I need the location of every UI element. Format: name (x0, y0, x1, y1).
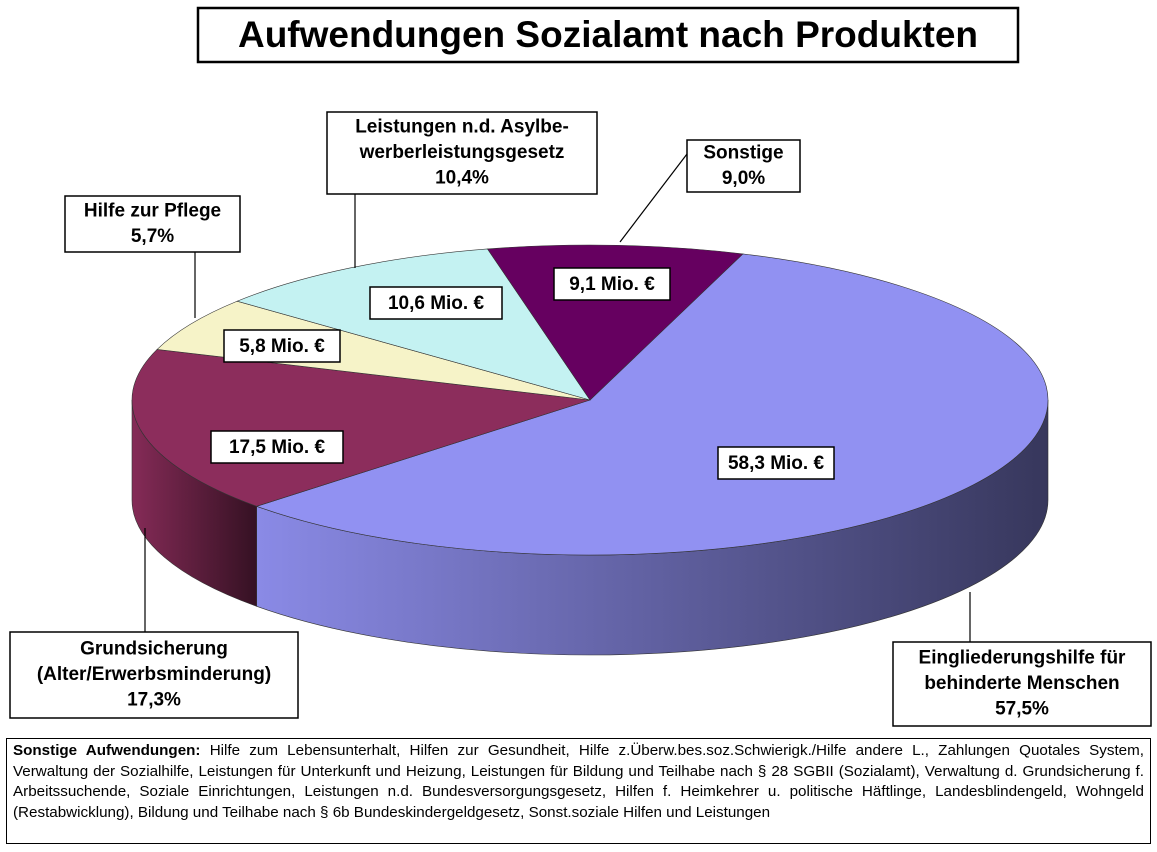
label-box (892, 641, 1152, 727)
amount-label: 10,6 Mio. € (388, 293, 485, 314)
slice (131, 349, 591, 507)
slice (486, 244, 744, 401)
label-box (326, 111, 598, 195)
label-box (9, 631, 299, 719)
label-box (64, 195, 241, 253)
amount-box (717, 446, 835, 480)
slice (156, 300, 591, 401)
amount-label: 58,3 Mio. € (728, 453, 825, 474)
value-label: 57,5% (995, 699, 1049, 720)
chart-title: Aufwendungen Sozialamt nach Produkten (238, 14, 978, 55)
amount-box (369, 286, 503, 320)
category-label: (Alter/Erwerbsminderung) (37, 664, 271, 685)
chart: Aufwendungen Sozialamt nach Produkten Ei… (9, 6, 1152, 727)
note-label: Sonstige Aufwendungen: (13, 742, 201, 759)
title-box (196, 6, 1020, 64)
amount-label: 9,1 Mio. € (569, 274, 655, 295)
value-label: 5,7% (131, 226, 174, 247)
category-label: werberleistungsgesetz (359, 142, 565, 163)
footnote: Sonstige Aufwendungen: Hilfe zum Lebensu… (6, 738, 1151, 844)
note-text: Hilfe zum Lebensunterhalt, Hilfen zur Ge… (13, 742, 1144, 821)
slice (255, 253, 1049, 556)
leader-line (619, 153, 688, 243)
amount-box (210, 430, 344, 464)
category-label: Grundsicherung (80, 639, 228, 660)
label-box (686, 139, 801, 193)
value-label: 9,0% (722, 168, 765, 189)
category-label: Sonstige (703, 142, 783, 163)
value-label: 17,3% (127, 690, 181, 711)
category-label: behinderte Menschen (924, 673, 1119, 694)
amount-box (223, 329, 341, 363)
amount-box (553, 267, 671, 301)
category-label: Hilfe zur Pflege (84, 200, 221, 221)
category-label: Leistungen n.d. Asylbe- (355, 117, 569, 138)
pie-tops (131, 244, 1049, 556)
value-label: 10,4% (435, 168, 489, 189)
category-label: Eingliederungshilfe für (919, 648, 1127, 669)
amount-label: 5,8 Mio. € (239, 336, 325, 357)
amount-label: 17,5 Mio. € (229, 437, 326, 458)
